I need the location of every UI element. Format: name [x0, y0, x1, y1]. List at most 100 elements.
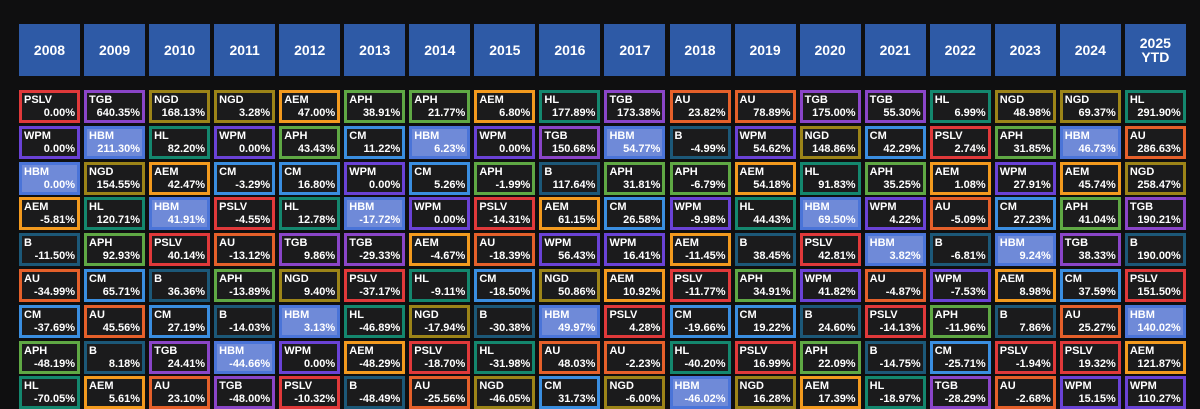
return-value: -46.89%	[359, 321, 401, 334]
return-cell: WPM 4.22%	[864, 197, 926, 231]
return-value: -1.94%	[1015, 357, 1051, 370]
ticker: AEM	[1129, 344, 1155, 357]
return-cell: TGB 190.21%	[1124, 197, 1186, 231]
return-value: 16.80%	[297, 178, 336, 191]
return-value: -4.67%	[430, 250, 466, 263]
return-value: -11.50%	[34, 250, 75, 263]
return-cell: APH -11.96%	[929, 304, 991, 338]
ticker: APH	[479, 165, 503, 178]
return-cell: B 8.18%	[84, 340, 146, 374]
year-header: 2021	[864, 24, 926, 76]
return-cell: AU 78.89%	[734, 90, 796, 123]
return-value: 110.27%	[1138, 393, 1181, 406]
return-value: 27.91%	[1013, 178, 1051, 191]
ticker: APH	[349, 94, 373, 106]
ticker: AU	[1129, 129, 1146, 142]
return-value: 24.60%	[818, 321, 856, 334]
return-cell: APH 43.43%	[279, 125, 341, 159]
year-header: 2022	[929, 24, 991, 76]
return-cell: APH 35.25%	[864, 161, 926, 195]
return-value: -19.66%	[684, 321, 726, 334]
return-value: 0.00%	[303, 357, 336, 370]
return-cell: HL 44.43%	[734, 197, 796, 231]
return-value: 0.00%	[43, 142, 75, 155]
return-cell: WPM 27.91%	[994, 161, 1056, 195]
return-cell: HL -40.20%	[669, 340, 731, 374]
year-header: 2011	[214, 24, 276, 76]
return-cell: AU 23.10%	[149, 376, 211, 409]
return-cell: APH 92.93%	[84, 233, 146, 267]
return-cell: TGB 175.00%	[799, 90, 861, 123]
ticker: WPM	[349, 165, 377, 178]
return-cell: AEM 1.08%	[929, 161, 991, 195]
ticker: HBM	[544, 308, 570, 321]
ticker: B	[544, 165, 553, 178]
return-cell: PSLV -10.32%	[279, 376, 341, 409]
ticker: WPM	[1064, 380, 1092, 393]
ticker: WPM	[869, 201, 897, 214]
ticker: HL	[739, 201, 755, 214]
ticker: HBM	[154, 201, 180, 214]
return-cell: AEM 8.98%	[994, 269, 1056, 302]
return-cell: PSLV -1.94%	[994, 340, 1056, 374]
ticker: TGB	[1129, 201, 1154, 214]
ticker: B	[999, 308, 1008, 321]
return-value: 41.04%	[1078, 214, 1116, 227]
return-cell: AU -13.12%	[214, 233, 276, 267]
return-cell: TGB 150.68%	[539, 125, 601, 159]
return-cell: HBM 6.23%	[409, 125, 471, 159]
return-value: -44.66%	[229, 357, 271, 370]
return-value: 0.00%	[43, 107, 75, 119]
return-value: 175.00%	[812, 107, 856, 119]
return-cell: TGB 24.41%	[149, 340, 211, 374]
return-cell: AEM 54.18%	[734, 161, 796, 195]
return-value: 44.43%	[753, 214, 791, 227]
return-value: 26.58%	[623, 214, 661, 227]
ticker: PSLV	[1129, 273, 1158, 285]
ticker: AU	[869, 273, 886, 285]
year-header: 2024	[1059, 24, 1121, 76]
ticker: PSLV	[479, 201, 508, 214]
return-value: 12.78%	[297, 214, 336, 227]
return-cell: PSLV -18.70%	[409, 340, 471, 374]
ticker: PSLV	[674, 273, 703, 285]
ticker: WPM	[414, 201, 442, 214]
return-value: 0.00%	[434, 214, 466, 227]
ticker: AU	[934, 201, 951, 214]
return-cell: HBM 49.97%	[539, 304, 601, 338]
return-value: 117.64%	[552, 178, 596, 191]
return-cell: AEM 61.15%	[539, 197, 601, 231]
return-cell: HBM 3.82%	[864, 233, 926, 267]
return-cell: PSLV 0.00%	[19, 90, 80, 123]
return-cell: B -4.99%	[669, 125, 731, 159]
return-cell: APH 21.77%	[409, 90, 471, 123]
return-cell: NGD -6.00%	[604, 376, 666, 409]
return-cell: CM 37.59%	[1059, 269, 1121, 302]
return-cell: HBM 41.91%	[149, 197, 211, 231]
return-cell: B 38.45%	[734, 233, 796, 267]
ticker: CM	[674, 308, 692, 321]
ticker: AU	[1064, 308, 1081, 321]
ticker: PSLV	[804, 237, 833, 250]
return-cell: WPM 110.27%	[1124, 376, 1186, 409]
return-value: 148.86%	[812, 142, 856, 155]
return-value: 36.36%	[167, 286, 206, 298]
return-value: 38.91%	[362, 107, 401, 119]
ticker: APH	[414, 94, 438, 106]
return-value: -17.94%	[424, 321, 466, 334]
return-value: 6.99%	[954, 107, 986, 119]
ticker: HL	[804, 165, 820, 178]
ticker: APH	[1064, 201, 1089, 214]
return-cell: CM 16.80%	[279, 161, 341, 195]
return-value: -6.79%	[690, 178, 726, 191]
return-cell: CM 11.22%	[344, 125, 406, 159]
return-value: 6.23%	[434, 142, 466, 155]
ticker: CM	[609, 201, 627, 214]
ticker: B	[934, 237, 943, 250]
ticker: WPM	[739, 129, 767, 142]
ticker: HL	[24, 380, 39, 393]
return-value: 190.21%	[1137, 214, 1181, 227]
ticker: TGB	[1064, 237, 1089, 250]
return-value: 3.13%	[303, 321, 336, 334]
return-value: 54.77%	[623, 142, 661, 155]
